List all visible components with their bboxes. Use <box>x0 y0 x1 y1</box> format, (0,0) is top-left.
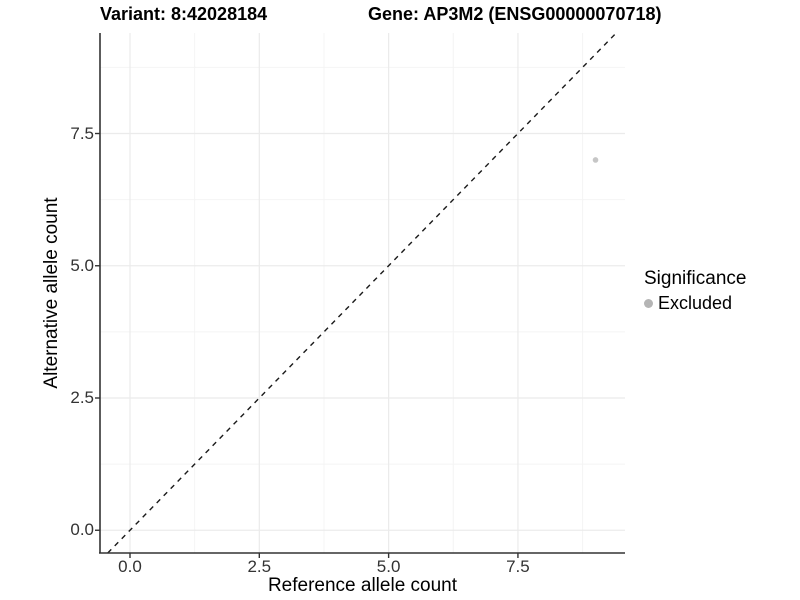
variant-title: Variant: 8:42028184 <box>100 4 268 24</box>
legend-item-excluded: Excluded <box>644 293 746 314</box>
x-tick-label: 2.5 <box>247 557 272 576</box>
legend-title: Significance <box>644 268 747 289</box>
y-tick-label: 7.5 <box>70 123 94 143</box>
identity-dashed-line <box>107 32 617 554</box>
y-axis-title: Alternative allele count <box>41 197 62 389</box>
x-tick-label: 5.0 <box>376 557 401 576</box>
y-tick-label: 5.0 <box>70 255 94 275</box>
gene-title: Gene: AP3M2 (ENSG00000070718) <box>368 4 662 24</box>
legend-item-label: Excluded <box>658 293 733 313</box>
data-point <box>592 157 599 163</box>
x-tick-label: 7.5 <box>506 557 530 576</box>
x-axis-title: Reference allele count <box>267 575 458 596</box>
y-tick-label: 0.0 <box>70 520 94 540</box>
legend: Significance Excluded <box>644 268 746 314</box>
excluded-point-icon <box>644 299 653 308</box>
y-tick-label: 2.5 <box>70 388 94 407</box>
x-tick-label: 0.0 <box>118 557 142 576</box>
